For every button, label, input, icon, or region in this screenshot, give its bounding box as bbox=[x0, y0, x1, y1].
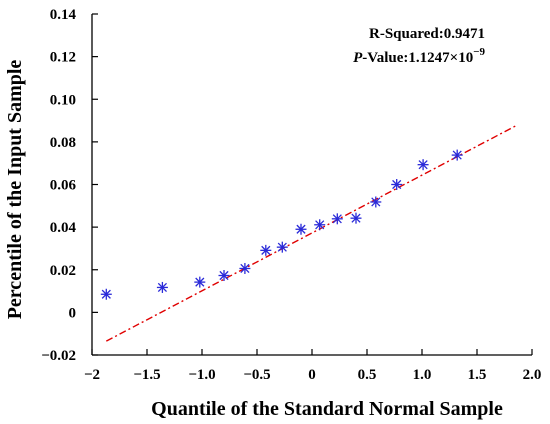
y-tick-label: 0.12 bbox=[50, 50, 76, 66]
y-tick-label: 0.04 bbox=[50, 220, 77, 236]
data-point bbox=[239, 262, 251, 274]
p-value-label-italic: P bbox=[353, 50, 363, 66]
data-point bbox=[156, 281, 168, 293]
p-value-label: -Value: bbox=[362, 50, 408, 66]
x-tick-label: −2 bbox=[84, 367, 100, 383]
x-tick-label: −1.0 bbox=[188, 367, 215, 383]
data-point bbox=[451, 149, 463, 161]
data-point bbox=[276, 241, 288, 253]
data-point bbox=[314, 219, 326, 231]
data-point bbox=[218, 270, 230, 282]
data-point bbox=[350, 212, 362, 224]
data-point bbox=[331, 213, 343, 225]
y-tick-label: −0.02 bbox=[41, 348, 76, 364]
x-tick-label: 0.5 bbox=[358, 367, 377, 383]
data-point bbox=[295, 223, 307, 235]
x-tick-label: 1.0 bbox=[413, 367, 432, 383]
data-point bbox=[370, 196, 382, 208]
y-tick-label: 0.08 bbox=[50, 135, 76, 151]
x-tick-label: 1.5 bbox=[468, 367, 487, 383]
data-point bbox=[260, 244, 272, 256]
fit-line bbox=[105, 124, 519, 342]
x-tick-label: 0 bbox=[308, 367, 316, 383]
data-point bbox=[194, 276, 206, 288]
data-point bbox=[100, 288, 112, 300]
x-tick-label: 2.0 bbox=[523, 367, 542, 383]
x-tick-label: −0.5 bbox=[243, 367, 270, 383]
data-points bbox=[100, 149, 463, 300]
r-squared-label: R-Squared: bbox=[369, 26, 444, 42]
y-tick-label: 0.06 bbox=[50, 178, 77, 194]
p-value-exponent: −9 bbox=[473, 46, 485, 58]
fit-line-group bbox=[105, 124, 519, 342]
y-tick-label: 0.14 bbox=[50, 7, 77, 23]
p-value-annotation: P-Value:1.1247×10−9 bbox=[353, 46, 485, 66]
data-point bbox=[391, 179, 403, 190]
tick-marks: −2 −1.5 −1.0 −0.5 0 0.5 1.0 1.5 2.0 −0.02 0 0.02 0.0… bbox=[41, 7, 541, 383]
p-value-mantissa: 1.1247×10 bbox=[408, 50, 473, 66]
x-tick-label: −1.5 bbox=[133, 367, 160, 383]
y-axis-title: Percentile of the Input Sample bbox=[4, 60, 26, 320]
data-point bbox=[417, 159, 429, 171]
x-axis-title: Quantile of the Standard Normal Sample bbox=[151, 398, 503, 420]
r-squared-annotation: R-Squared:0.9471 bbox=[369, 26, 485, 42]
y-tick-label: 0.10 bbox=[50, 92, 76, 108]
y-tick-label: 0 bbox=[69, 305, 77, 321]
r-squared-value: 0.9471 bbox=[444, 26, 485, 42]
y-tick-label: 0.02 bbox=[50, 263, 76, 279]
